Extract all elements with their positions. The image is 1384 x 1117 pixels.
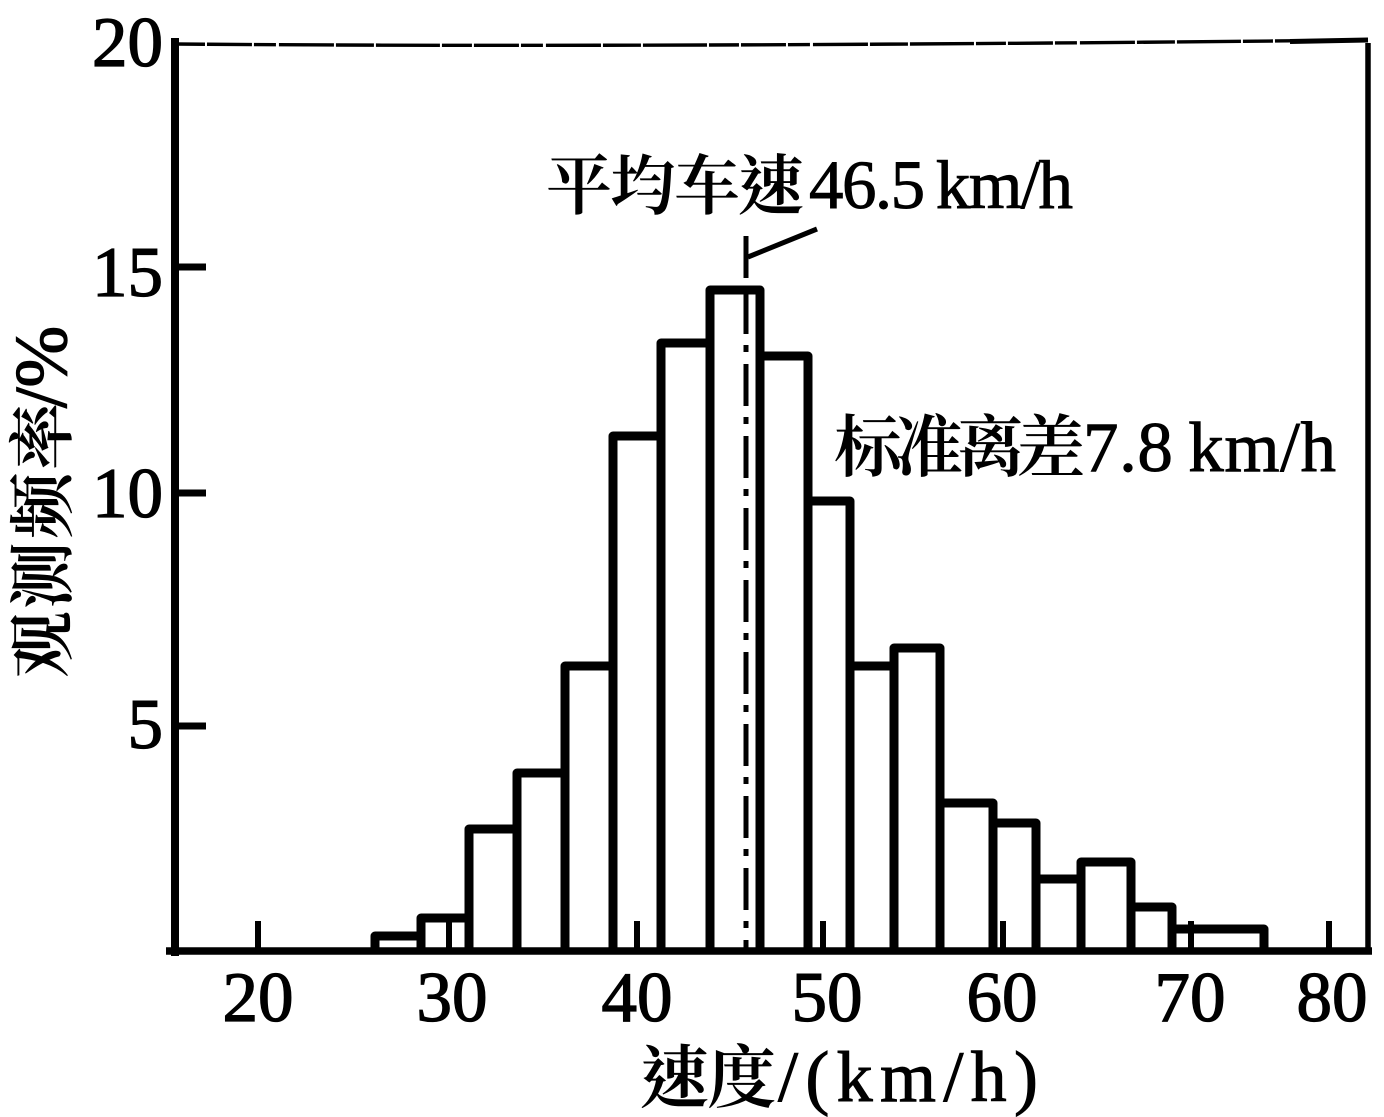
svg-text:20: 20: [92, 4, 163, 82]
svg-text:7.8 km/h: 7.8 km/h: [1083, 409, 1336, 487]
svg-text:80: 80: [1297, 959, 1368, 1037]
svg-text:70: 70: [1155, 959, 1226, 1037]
svg-text:30: 30: [417, 959, 488, 1037]
svg-text:/%: /%: [1, 326, 83, 408]
svg-text:/(km/h): /(km/h): [778, 1037, 1038, 1117]
svg-text:46.5 km/h: 46.5 km/h: [809, 147, 1073, 223]
svg-text:40: 40: [602, 959, 673, 1037]
svg-text:60: 60: [967, 959, 1038, 1037]
svg-text:15: 15: [92, 234, 163, 312]
svg-text:10: 10: [92, 455, 163, 533]
svg-text:50: 50: [792, 959, 863, 1037]
svg-text:5: 5: [128, 686, 164, 764]
svg-text:20: 20: [223, 959, 294, 1037]
